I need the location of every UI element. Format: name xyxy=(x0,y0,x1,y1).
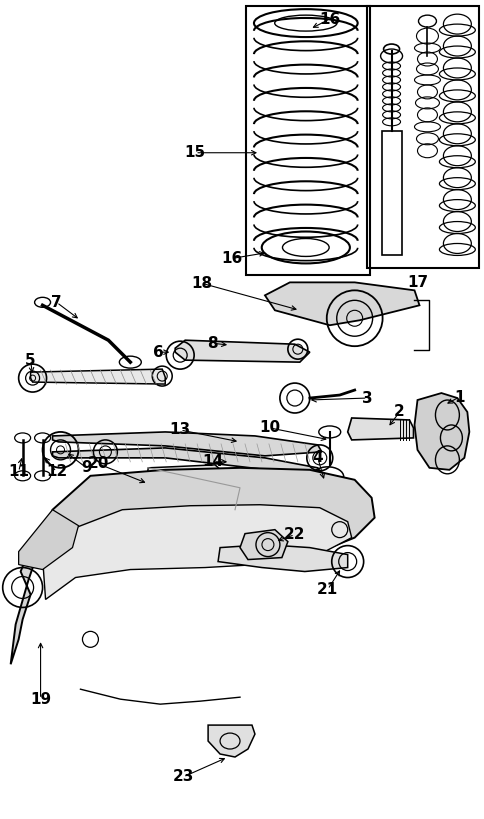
Polygon shape xyxy=(414,393,469,470)
Polygon shape xyxy=(145,465,240,509)
Text: 19: 19 xyxy=(30,692,51,707)
Text: 13: 13 xyxy=(169,423,190,437)
Polygon shape xyxy=(264,283,419,325)
Text: 5: 5 xyxy=(25,353,36,368)
Text: 12: 12 xyxy=(46,464,67,479)
Polygon shape xyxy=(52,448,321,474)
Text: 15: 15 xyxy=(184,145,205,161)
Polygon shape xyxy=(18,509,78,569)
Polygon shape xyxy=(43,505,351,600)
Polygon shape xyxy=(175,340,309,362)
Text: 4: 4 xyxy=(312,450,322,465)
Text: 3: 3 xyxy=(362,391,372,405)
Polygon shape xyxy=(347,418,413,440)
Text: 10: 10 xyxy=(259,420,280,436)
Polygon shape xyxy=(218,545,347,572)
Polygon shape xyxy=(240,530,287,559)
Text: 11: 11 xyxy=(8,464,29,479)
Bar xyxy=(245,7,369,275)
Text: 17: 17 xyxy=(406,275,427,290)
Text: 7: 7 xyxy=(51,295,62,310)
Polygon shape xyxy=(11,468,374,664)
Bar xyxy=(381,131,401,256)
Text: 21: 21 xyxy=(317,582,338,597)
Polygon shape xyxy=(307,477,347,509)
Text: 2: 2 xyxy=(393,405,404,419)
Text: 16: 16 xyxy=(221,251,242,266)
Text: 8: 8 xyxy=(206,336,217,351)
Polygon shape xyxy=(52,432,321,456)
Text: 1: 1 xyxy=(453,390,464,405)
Text: 18: 18 xyxy=(191,276,212,291)
Text: 9: 9 xyxy=(81,460,91,475)
Bar xyxy=(366,7,478,269)
Text: 6: 6 xyxy=(152,345,163,360)
Text: 20: 20 xyxy=(88,456,109,472)
Text: 14: 14 xyxy=(202,455,223,469)
Text: 22: 22 xyxy=(284,527,305,542)
Polygon shape xyxy=(208,725,255,757)
Text: 23: 23 xyxy=(172,769,194,785)
Text: 16: 16 xyxy=(318,11,340,27)
Polygon shape xyxy=(30,369,165,384)
